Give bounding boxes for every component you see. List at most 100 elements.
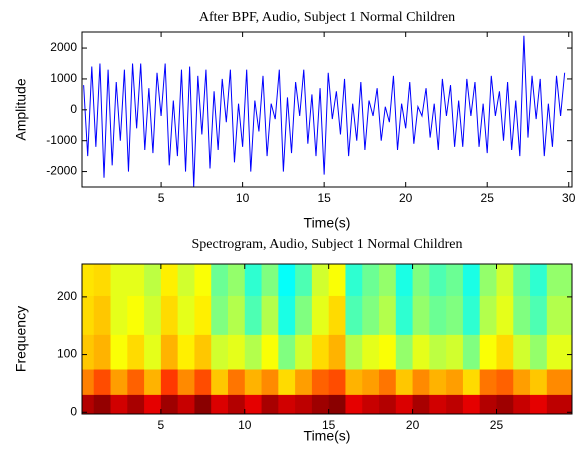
spectrogram-cell (429, 334, 447, 370)
spectrogram-cell (194, 295, 212, 335)
spectrogram-cell (144, 369, 162, 395)
spectrogram-cell (479, 369, 497, 395)
spectrogram-cell (110, 334, 128, 370)
spectrogram-cell (530, 264, 548, 296)
spectrogram-cell (395, 295, 414, 335)
spectrogram-cell (244, 369, 263, 395)
spectrogram-cell (144, 295, 162, 335)
plot-area (82, 264, 572, 414)
spectrogram-cell (127, 264, 145, 296)
spectrogram-cell (446, 264, 464, 296)
spectrogram-cell (311, 295, 330, 335)
spectrogram-cell (82, 334, 95, 370)
spectrogram-cell (93, 394, 112, 414)
spectrogram-cell (144, 394, 162, 414)
spectrogram-cell (496, 264, 514, 296)
x-tick-label: 5 (158, 418, 165, 432)
spectrogram-cell (177, 369, 195, 395)
spectrogram-cell (93, 334, 112, 370)
y-tick-label: 0 (70, 404, 77, 418)
spectrogram-cell (395, 369, 414, 395)
spectrogram-cell (295, 264, 313, 296)
spectrogram-cell (462, 394, 481, 414)
spectrogram-cell (479, 295, 497, 335)
spectrogram-cell (261, 295, 279, 335)
spectrogram-cell (345, 334, 363, 370)
spectrogram-cell (261, 334, 279, 370)
spectrogram-cell (160, 334, 179, 370)
y-tick-label: 2000 (50, 40, 77, 54)
spectrogram-cell (479, 264, 497, 296)
spectrogram-cell (328, 295, 346, 335)
x-tick-label: 30 (562, 191, 575, 205)
spectrogram-cell (395, 334, 414, 370)
spectrogram-cell (513, 264, 531, 296)
spectrogram-cell (311, 369, 330, 395)
spectrogram-cell (546, 264, 572, 296)
spectrogram-cell (244, 394, 263, 414)
x-axis-label: Time(s) (304, 428, 351, 444)
spectrogram-cell (82, 394, 95, 414)
spectrogram-cell (446, 369, 464, 395)
spectrogram-cell (110, 295, 128, 335)
spectrogram-cell (379, 264, 397, 296)
spectrogram-cell (227, 394, 246, 414)
spectrogram-cell (261, 369, 279, 395)
x-tick-label: 10 (236, 191, 250, 205)
spectrogram-cell (446, 394, 464, 414)
x-tick-label: 20 (406, 418, 420, 432)
spectrogram-cell (211, 394, 229, 414)
spectrogram-cell (362, 334, 380, 370)
y-axis-label: Amplitude (13, 78, 29, 140)
y-tick-label: 200 (57, 289, 77, 303)
spectrogram-cell (530, 334, 548, 370)
chart-title: Spectrogram, Audio, Subject 1 Normal Chi… (191, 237, 462, 252)
spectrogram-cell (479, 394, 497, 414)
spectrogram-cell (295, 394, 313, 414)
spectrogram-cell (362, 394, 380, 414)
spectrogram-cell (513, 394, 531, 414)
spectrogram-cell (110, 369, 128, 395)
spectrogram-cell (160, 264, 179, 296)
spectrogram-cell (328, 369, 346, 395)
spectrogram-cell (127, 334, 145, 370)
spectrogram-cell (211, 369, 229, 395)
spectrogram-cell (93, 264, 112, 296)
spectrogram-cell (395, 264, 414, 296)
spectrogram-cell (429, 369, 447, 395)
spectrogram-cell (362, 295, 380, 335)
y-tick-label: 1000 (50, 71, 77, 85)
spectrogram-cell (227, 264, 246, 296)
spectrogram-cell (261, 394, 279, 414)
spectrogram-cell (328, 394, 346, 414)
spectrogram-cell (462, 295, 481, 335)
spectrogram-cell (429, 394, 447, 414)
spectrogram-cell (513, 369, 531, 395)
spectrogram-cell (278, 295, 296, 335)
axes-box (81, 263, 573, 415)
spectrogram-cell (194, 394, 212, 414)
spectrogram-cell (93, 369, 112, 395)
x-tick-label: 20 (399, 191, 413, 205)
spectrogram-cell (546, 394, 572, 414)
spectrogram-cell (211, 264, 229, 296)
spectrogram-cell (160, 369, 179, 395)
plot-area (83, 35, 566, 187)
spectrogram-cell (244, 264, 263, 296)
spectrogram-cell (278, 394, 296, 414)
spectrogram-cell (328, 334, 346, 370)
spectrogram-cell (345, 295, 363, 335)
spectrogram-cell (412, 394, 430, 414)
spectrogram-cell (412, 369, 430, 395)
spectrogram-cell (211, 295, 229, 335)
spectrogram-cell (244, 334, 263, 370)
spectrogram-cell (110, 264, 128, 296)
spectrogram-cell (379, 295, 397, 335)
spectrogram-cell (127, 369, 145, 395)
spectrogram-cell (311, 394, 330, 414)
spectrogram-cell (227, 334, 246, 370)
spectrogram-cell (496, 394, 514, 414)
spectrogram-cell (412, 334, 430, 370)
